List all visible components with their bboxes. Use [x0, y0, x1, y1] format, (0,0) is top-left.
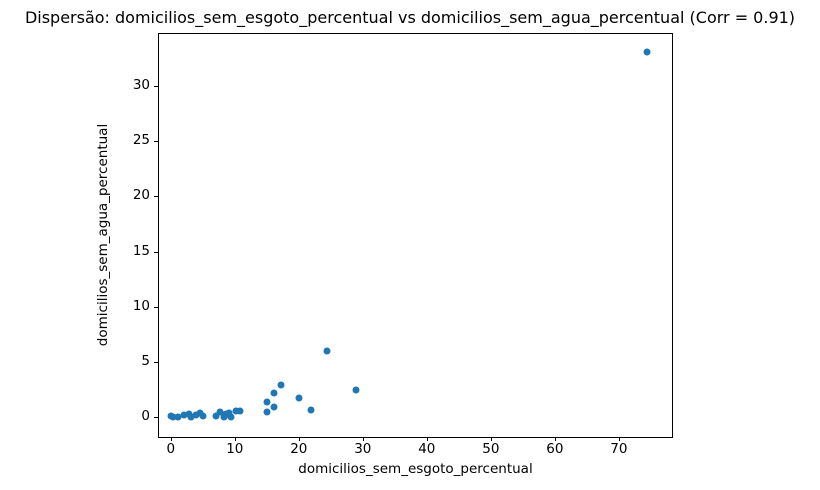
data-point: [192, 411, 200, 419]
data-point: [187, 413, 195, 421]
data-point: [263, 398, 271, 406]
x-tick-mark: [170, 437, 172, 441]
y-tick-mark: [154, 306, 158, 308]
x-tick-label: 30: [354, 441, 372, 457]
x-tick-mark: [618, 437, 620, 441]
data-point: [270, 389, 278, 397]
data-point: [232, 407, 239, 415]
x-tick-label: 60: [546, 441, 564, 457]
x-axis-label: domicilios_sem_esgoto_percentual: [298, 461, 533, 477]
data-point: [225, 409, 233, 417]
data-point: [323, 347, 331, 355]
data-point: [227, 413, 235, 421]
data-point: [263, 408, 271, 416]
y-tick-label: 25: [132, 132, 150, 149]
plot-area: [158, 33, 673, 438]
y-tick-mark: [154, 141, 158, 143]
y-tick-mark: [154, 86, 158, 87]
data-point: [270, 403, 278, 411]
data-point: [174, 413, 182, 421]
y-tick-mark: [154, 251, 158, 253]
x-tick-label: 50: [482, 441, 500, 457]
data-point: [169, 413, 177, 421]
y-tick-label: 0: [141, 408, 150, 425]
x-tick-mark: [362, 437, 364, 441]
data-point: [295, 394, 303, 402]
y-tick-label: 5: [141, 352, 150, 369]
y-tick-mark: [154, 361, 158, 363]
x-tick-label: 10: [226, 441, 244, 457]
chart-title: Dispersão: domicilios_sem_esgoto_percent…: [24, 8, 796, 27]
x-tick-label: 40: [418, 441, 436, 457]
data-point: [199, 412, 207, 419]
data-point: [643, 48, 651, 56]
y-tick-label: 30: [132, 77, 150, 93]
data-point: [307, 406, 315, 414]
data-point: [216, 408, 224, 416]
data-point: [212, 412, 220, 420]
x-tick-mark: [554, 437, 556, 441]
x-tick-mark: [298, 437, 300, 441]
x-tick-mark: [490, 437, 492, 441]
y-tick-label: 20: [132, 187, 150, 204]
x-tick-mark: [426, 437, 428, 441]
x-tick-label: 70: [610, 441, 628, 457]
y-tick-label: 10: [132, 297, 150, 314]
x-tick-label: 0: [166, 441, 176, 457]
y-tick-mark: [154, 196, 158, 198]
data-point: [196, 409, 204, 417]
data-point: [352, 386, 360, 393]
x-tick-mark: [234, 437, 236, 441]
data-point: [236, 407, 244, 414]
y-tick-label: 15: [132, 242, 150, 259]
data-point: [277, 381, 285, 389]
data-point: [180, 411, 188, 419]
y-tick-mark: [154, 417, 158, 419]
x-tick-label: 20: [290, 441, 308, 457]
